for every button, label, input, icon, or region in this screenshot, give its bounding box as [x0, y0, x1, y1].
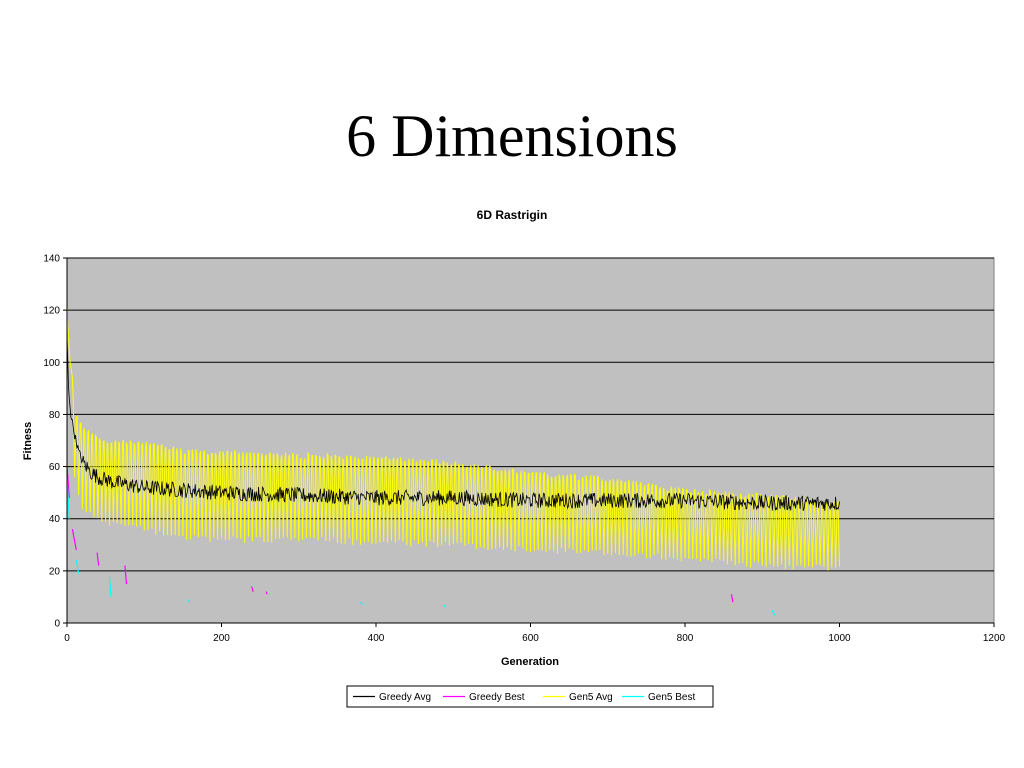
y-tick-label: 80	[49, 410, 61, 421]
series-greedy-best-segment	[71, 528, 77, 551]
x-tick-label: 0	[64, 633, 70, 644]
legend-label-greedy-best: Greedy Best	[469, 692, 525, 703]
series-greedy-best-segment	[265, 591, 268, 595]
tick-labels: 0 20 40 60 80 100 120 140 0 200 400 600 800 1000 1200	[43, 254, 1005, 645]
legend: Greedy Avg Greedy Best Gen5 Avg Gen5 Best	[346, 685, 714, 708]
series-greedy-best-segment	[96, 552, 100, 566]
y-tick-label: 100	[43, 358, 60, 369]
y-tick-label: 0	[54, 619, 60, 630]
series-gen5-avg-line	[66, 304, 840, 571]
legend-box	[346, 685, 714, 708]
chart-title: 6D Rastrigin	[477, 208, 548, 222]
series-greedy-avg-line	[66, 336, 840, 512]
axes	[63, 257, 995, 627]
x-tick-label: 1000	[828, 633, 851, 644]
plot-background	[66, 257, 995, 624]
series-greedy-best-segment	[251, 586, 254, 592]
slide-title: 6 Dimensions	[346, 103, 678, 169]
y-tick-label: 120	[43, 306, 60, 317]
y-tick-label: 60	[49, 462, 61, 473]
legend-label-greedy-avg: Greedy Avg	[379, 692, 431, 703]
series-gen5-best-segment	[75, 560, 80, 574]
series-gen5-best-segment	[108, 576, 112, 597]
y-tick-label: 40	[49, 514, 61, 525]
x-tick-label: 600	[522, 633, 539, 644]
series-greedy-best-segment	[730, 594, 734, 603]
series-gen5-best-segment	[187, 599, 191, 603]
x-tick-label: 800	[677, 633, 694, 644]
y-axis-label: Fitness	[22, 422, 34, 461]
series-layer	[66, 304, 840, 616]
x-axis-label: Generation	[501, 656, 559, 668]
legend-label-gen5-avg: Gen5 Avg	[569, 692, 613, 703]
y-tick-label: 20	[49, 566, 61, 577]
legend-label-gen5-best: Gen5 Best	[648, 692, 695, 703]
series-gen5-best-segment	[771, 609, 776, 616]
x-tick-label: 200	[213, 633, 230, 644]
x-tick-label: 1200	[983, 633, 1006, 644]
series-gen5-best-segment	[360, 601, 363, 606]
x-tick-label: 400	[368, 633, 385, 644]
series-gen5-best-segment	[443, 604, 447, 608]
y-tick-label: 140	[43, 254, 60, 265]
series-greedy-best-segment	[124, 565, 128, 584]
